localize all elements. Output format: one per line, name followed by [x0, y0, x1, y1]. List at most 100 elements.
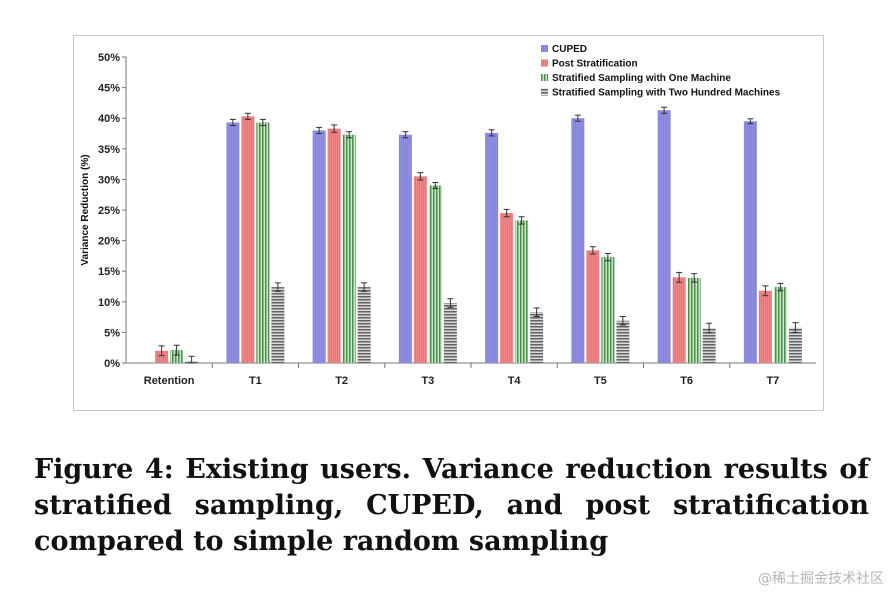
x-tick-label: T3	[421, 375, 434, 387]
bar	[500, 213, 514, 363]
bar	[241, 116, 255, 363]
y-axis: 0% 5% 10% 15% 20% 25% 30% 35% 40% 45% 50%	[98, 52, 127, 370]
error-bar	[533, 307, 540, 317]
legend-entry: Stratified Sampling with One Machine	[541, 73, 731, 84]
error-bar	[361, 282, 368, 292]
legend-label: Stratified Sampling with One Machine	[552, 73, 731, 84]
error-bar	[274, 282, 281, 292]
error-bar	[676, 271, 683, 283]
y-tick-label: 10%	[98, 297, 120, 309]
error-bar	[574, 114, 581, 122]
error-bar	[158, 345, 165, 357]
bar	[256, 122, 270, 363]
bar	[616, 320, 630, 363]
bar	[672, 277, 686, 363]
error-bar	[691, 273, 698, 283]
error-bar	[777, 282, 784, 292]
bar	[515, 220, 529, 363]
bar	[773, 287, 787, 363]
bar	[170, 350, 184, 363]
y-tick-label: 0%	[104, 358, 120, 370]
error-bar	[188, 355, 195, 364]
legend-label: Post Stratification	[552, 59, 638, 70]
legend-swatch	[541, 74, 548, 81]
error-bar	[331, 124, 338, 133]
error-bar	[229, 118, 236, 127]
bar	[312, 130, 326, 363]
x-tick-label: T1	[249, 375, 262, 387]
y-tick-label: 45%	[98, 83, 120, 95]
legend-swatch	[541, 59, 548, 67]
legend-entry: CUPED	[541, 44, 587, 55]
error-bar	[244, 112, 251, 120]
error-bar	[503, 208, 510, 218]
error-bar	[661, 106, 668, 114]
error-bar	[518, 216, 525, 225]
bar	[428, 185, 442, 363]
error-bar	[316, 126, 323, 134]
bar	[155, 350, 169, 363]
y-tick-label: 5%	[104, 327, 120, 339]
x-tick-label: T4	[508, 375, 522, 387]
bar	[687, 277, 701, 363]
error-bar	[792, 322, 799, 333]
error-bar	[619, 315, 626, 326]
y-tick-label: 50%	[98, 52, 120, 64]
error-bar	[402, 131, 409, 139]
legend-entry: Post Stratification	[541, 59, 638, 70]
error-bar	[589, 246, 596, 255]
y-tick-label: 15%	[98, 266, 120, 278]
bar	[702, 328, 716, 363]
watermark: @稀土掘金技术社区	[758, 571, 884, 587]
bar-chart: 0% 5% 10% 15% 20% 25% 30% 35% 40% 45% 50% Retentio…	[80, 44, 816, 387]
bar	[788, 327, 802, 363]
bar	[226, 122, 240, 363]
x-tick-label: T2	[335, 375, 348, 387]
legend-swatch	[541, 45, 548, 52]
bar	[443, 303, 457, 363]
error-bar	[488, 129, 495, 137]
y-tick-label: 30%	[98, 174, 120, 186]
error-bar	[747, 118, 754, 125]
y-tick-label: 35%	[98, 144, 120, 156]
error-bar	[173, 344, 180, 356]
bar	[530, 312, 544, 363]
bar	[398, 134, 412, 363]
legend-label: Stratified Sampling with Two Hundred Mac…	[552, 88, 781, 99]
x-tick-label: T5	[594, 375, 607, 387]
y-tick-label: 20%	[98, 236, 120, 248]
error-bar	[432, 181, 439, 190]
bar	[342, 134, 356, 363]
error-bar	[346, 131, 353, 139]
error-bar	[447, 298, 454, 308]
bar	[271, 287, 285, 363]
bar	[357, 287, 371, 363]
y-tick-label: 40%	[98, 113, 120, 125]
legend-label: CUPED	[552, 44, 587, 55]
error-bar	[417, 172, 424, 181]
bar	[485, 132, 499, 363]
error-bar	[706, 322, 713, 334]
bar	[571, 118, 585, 363]
x-tick-label: Retention	[144, 375, 195, 387]
y-tick-label: 25%	[98, 205, 120, 217]
error-bar	[762, 285, 769, 297]
legend-entry: Stratified Sampling with Two Hundred Mac…	[541, 88, 781, 99]
legend: CUPED Post Stratification Stratified Sampl…	[541, 44, 781, 99]
y-axis-label: Variance Reduction (%)	[80, 154, 91, 265]
bar	[743, 121, 757, 363]
x-axis: Retention T1 T2 T3 T4 T5 T6 T7	[126, 362, 816, 387]
x-tick-label: T7	[766, 375, 779, 387]
error-bar	[604, 252, 611, 262]
bar	[657, 110, 671, 363]
x-tick-label: T6	[680, 375, 693, 387]
bar	[327, 128, 341, 363]
bars	[155, 106, 802, 364]
bar	[758, 290, 772, 363]
bar	[586, 250, 600, 363]
legend-swatch	[541, 88, 548, 96]
bar	[413, 176, 427, 363]
bar	[601, 257, 615, 363]
error-bar	[259, 118, 266, 127]
figure-caption: Figure 4: Existing users. Variance reduc…	[34, 454, 869, 557]
